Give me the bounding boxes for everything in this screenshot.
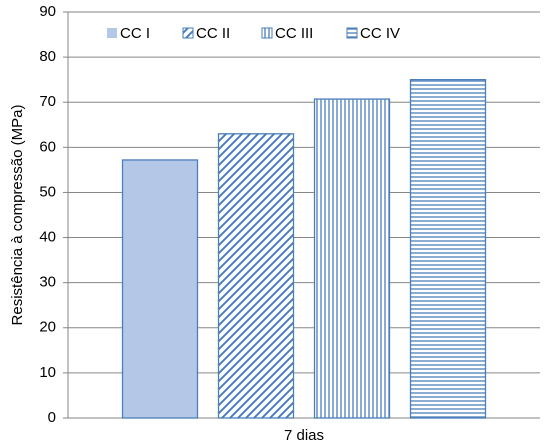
bar: [217, 133, 295, 419]
y-tick-label: 30: [39, 274, 56, 291]
x-tick-label: 7 dias: [284, 427, 324, 444]
y-axis-label: Resistência à compressão (MPa): [9, 105, 26, 326]
y-tick-label: 70: [39, 93, 56, 110]
bar: [313, 98, 391, 419]
y-tick-label: 60: [39, 138, 56, 155]
legend-label: CC IV: [360, 25, 400, 42]
legend-swatch: [261, 27, 273, 39]
y-tick-label: 20: [39, 319, 56, 336]
legend-label: CC II: [196, 25, 230, 42]
bar: [409, 79, 487, 419]
y-tick-label: 90: [39, 3, 56, 20]
legend-swatch: [107, 28, 117, 38]
legend-swatch: [346, 27, 358, 39]
bar: [121, 159, 199, 419]
y-tick-label: 80: [39, 48, 56, 65]
y-tick-label: 10: [39, 364, 56, 381]
y-tick-label: 40: [39, 229, 56, 246]
y-tick-label: 0: [48, 409, 56, 426]
y-tick-label: 50: [39, 183, 56, 200]
legend-label: CC I: [120, 25, 150, 42]
legend-label: CC III: [275, 25, 313, 42]
legend-swatch: [182, 27, 194, 39]
